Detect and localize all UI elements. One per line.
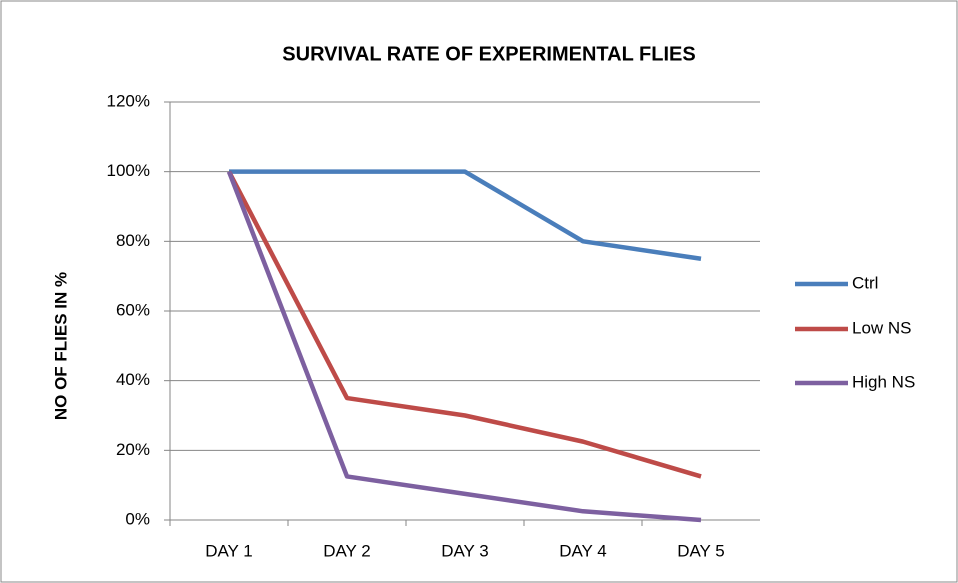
x-tick-label: DAY 1 — [205, 541, 253, 560]
y-axis-title: NO OF FLIES IN % — [51, 272, 70, 420]
y-tick-label: 60% — [116, 300, 150, 319]
series-line — [229, 169, 702, 261]
x-tick-label: DAY 3 — [441, 541, 489, 560]
legend-label: Ctrl — [852, 273, 878, 292]
y-tick-label: 20% — [116, 440, 150, 459]
y-tick-label: 0% — [125, 509, 150, 528]
y-tick-label: 120% — [107, 91, 150, 110]
chart-title: SURVIVAL RATE OF EXPERIMENTAL FLIES — [282, 43, 695, 65]
legend-label: Low NS — [852, 318, 912, 337]
series-line — [227, 170, 702, 479]
x-tick-label: DAY 5 — [677, 541, 725, 560]
y-tick-label: 40% — [116, 370, 150, 389]
y-tick-label: 80% — [116, 231, 150, 250]
series-line — [226, 170, 702, 523]
legend-label: High NS — [852, 372, 915, 391]
y-tick-label: 100% — [107, 161, 150, 180]
x-tick-label: DAY 2 — [323, 541, 371, 560]
x-tick-label: DAY 4 — [559, 541, 607, 560]
